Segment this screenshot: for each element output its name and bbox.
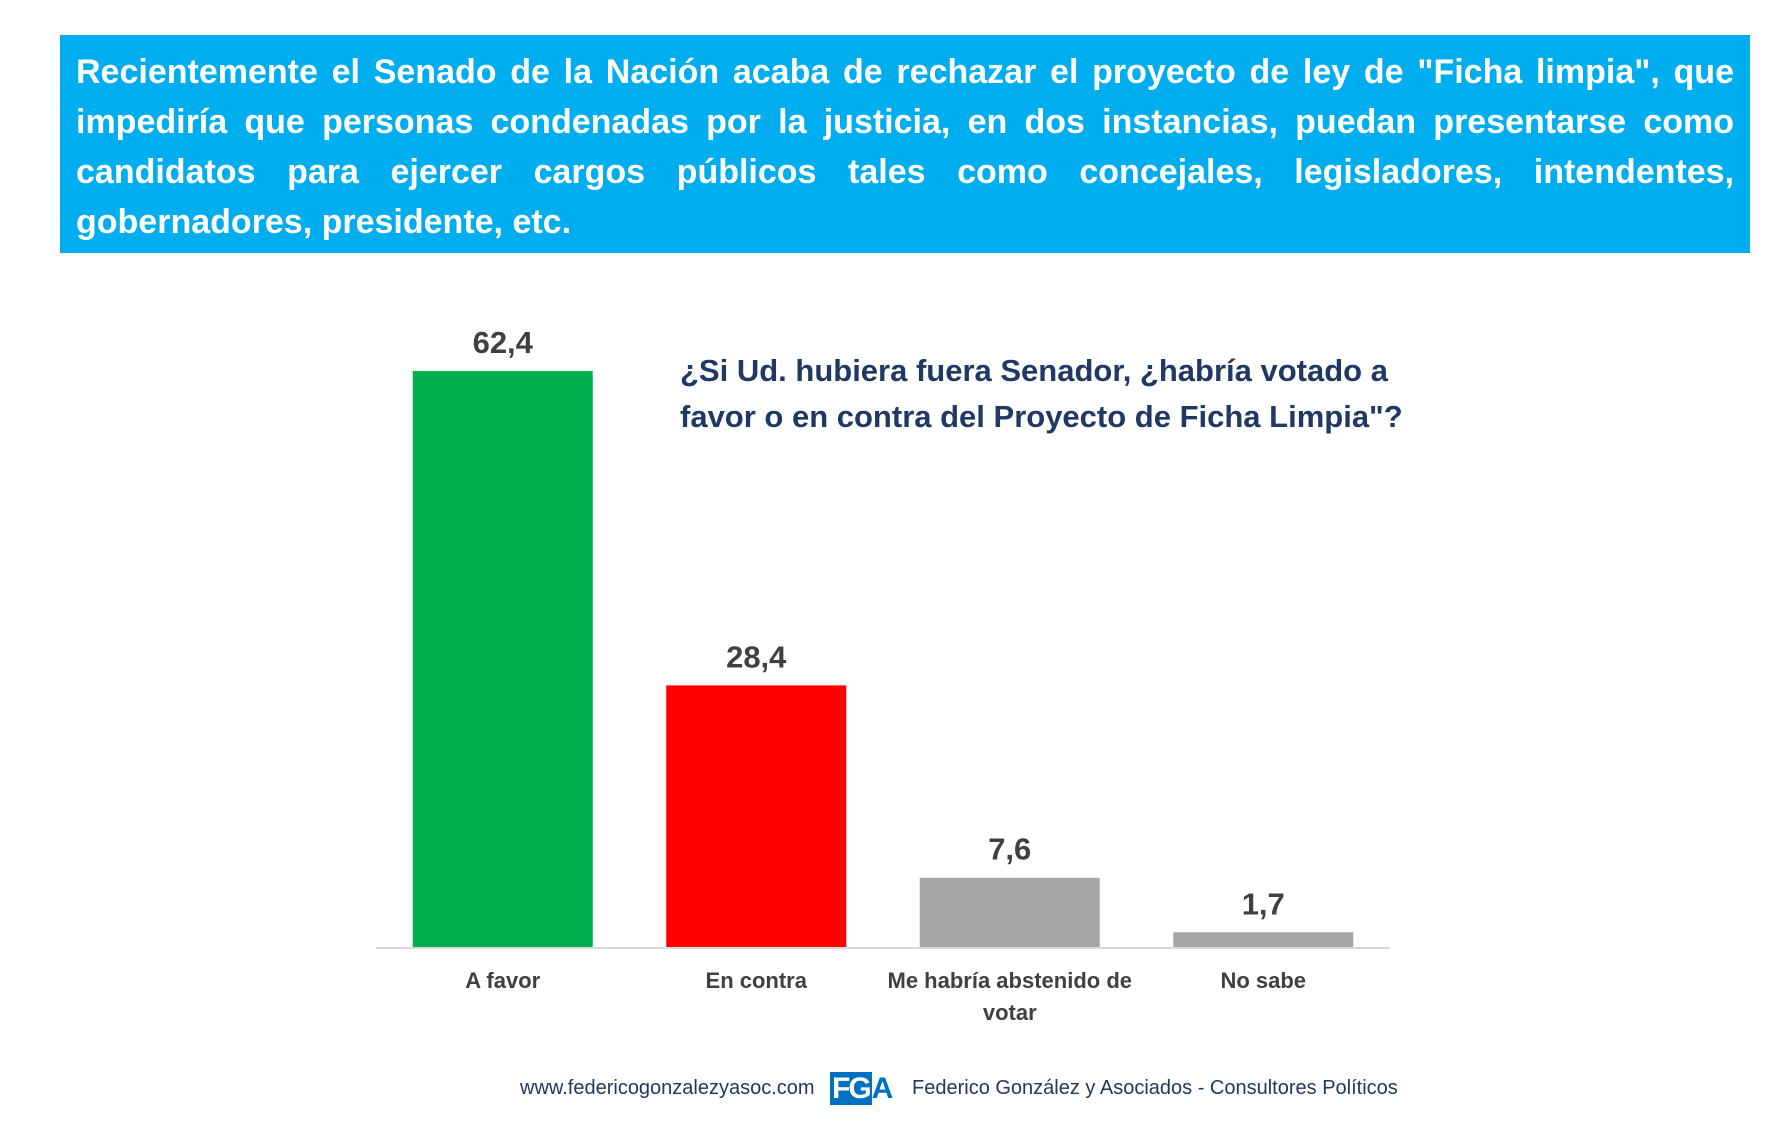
data-label-2: 28,4 [726, 639, 787, 674]
category-label-2: En contra [706, 968, 808, 993]
chart-question: ¿Si Ud. hubiera fuera Senador, ¿habría v… [680, 353, 1403, 434]
logo-fg: FG [830, 1072, 872, 1105]
footer-url[interactable]: www.federicogonzalezyasoc.com [520, 1077, 815, 1099]
bar-chart: 62,4 A favor 28,4 En contra 7,6 Me habría abs… [376, 325, 1390, 1025]
header-banner: Recientemente el Senado de la Nación aca… [60, 35, 1750, 253]
data-label-4: 1,7 [1242, 886, 1285, 921]
header-text: Recientemente el Senado de la Nación aca… [76, 53, 1734, 241]
company-logo: FGA [830, 1072, 894, 1105]
category-label-4: No sabe [1220, 968, 1306, 993]
logo-a: A [871, 1072, 894, 1105]
bar-2 [666, 685, 847, 948]
footer: www.federicogonzalezyasoc.com FGA Federi… [0, 1072, 1773, 1113]
category-label-3: Me habría abstenido de votar [888, 968, 1133, 1025]
bar-1 [412, 371, 593, 948]
footer-company-name: Federico González y Asociados - Consulto… [912, 1077, 1398, 1099]
data-label-1: 62,4 [473, 325, 534, 360]
data-label-3: 7,6 [988, 832, 1031, 867]
category-label-1: A favor [465, 968, 540, 993]
bar-4 [1173, 932, 1354, 948]
bar-3 [919, 877, 1100, 948]
